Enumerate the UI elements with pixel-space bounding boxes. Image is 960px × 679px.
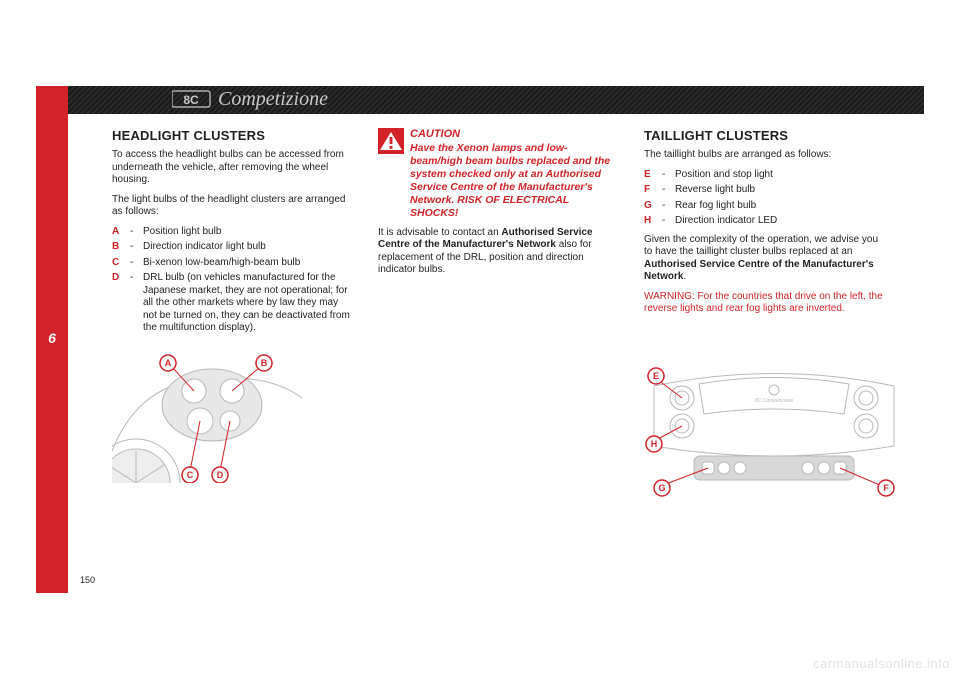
taillight-list: E-Position and stop light F-Reverse ligh… xyxy=(644,169,884,228)
warning-icon xyxy=(378,128,404,154)
columns: HEADLIGHT CLUSTERS To access the headlig… xyxy=(68,114,924,509)
list-item: A-Position light bulb xyxy=(112,226,352,239)
model-logo: 8C Competizione xyxy=(172,88,378,110)
list-text: Position and stop light xyxy=(675,169,884,182)
taillight-title: TAILLIGHT CLUSTERS xyxy=(644,128,884,143)
taillight-figure: 8C Competizione xyxy=(644,356,884,509)
header-strip: 8C Competizione xyxy=(68,86,924,114)
headlight-figure: A B C D xyxy=(112,343,352,486)
callout-g: G xyxy=(658,483,665,493)
caution-body: Have the Xenon lamps and low-beam/high b… xyxy=(410,142,610,220)
column-taillight: TAILLIGHT CLUSTERS The taillight bulbs a… xyxy=(644,128,884,509)
list-text: DRL bulb (on vehicles manufactured for t… xyxy=(143,272,352,335)
caution-block: CAUTION Have the Xenon lamps and low-bea… xyxy=(378,128,618,221)
section-sidebar: 6 xyxy=(36,86,68,593)
list-letter: A xyxy=(112,226,122,239)
column-caution: CAUTION Have the Xenon lamps and low-bea… xyxy=(378,128,618,509)
callout-a: A xyxy=(165,358,172,368)
taillight-p2: Given the complexity of the operation, w… xyxy=(644,234,884,284)
headlight-list: A-Position light bulb B-Direction indica… xyxy=(112,226,352,335)
callout-d: D xyxy=(217,470,224,480)
list-letter: G xyxy=(644,200,654,213)
list-item: C-Bi-xenon low-beam/high-beam bulb xyxy=(112,257,352,270)
watermark: carmanualsonline.info xyxy=(813,656,950,671)
callout-c: C xyxy=(187,470,194,480)
column-headlight: HEADLIGHT CLUSTERS To access the headlig… xyxy=(112,128,352,509)
list-text: Reverse light bulb xyxy=(675,184,884,197)
headlight-title: HEADLIGHT CLUSTERS xyxy=(112,128,352,143)
section-number: 6 xyxy=(36,330,68,346)
list-item: B-Direction indicator light bulb xyxy=(112,241,352,254)
headlight-p1: To access the headlight bulbs can be acc… xyxy=(112,149,352,187)
list-text: Position light bulb xyxy=(143,226,352,239)
list-item: F-Reverse light bulb xyxy=(644,184,884,197)
list-text: Direction indicator LED xyxy=(675,215,884,228)
page: 6 8C Competizione HEADLIGHT CLUSTERS To … xyxy=(36,86,924,593)
callout-b: B xyxy=(261,358,268,368)
list-item: D-DRL bulb (on vehicles manufactured for… xyxy=(112,272,352,335)
logo-8c: 8C xyxy=(183,93,199,107)
headlight-p2: The light bulbs of the headlight cluster… xyxy=(112,194,352,219)
list-text: Rear fog light bulb xyxy=(675,200,884,213)
content-area: 8C Competizione HEADLIGHT CLUSTERS To ac… xyxy=(68,86,924,593)
taillight-p1: The taillight bulbs are arranged as foll… xyxy=(644,149,884,162)
caution-title: CAUTION xyxy=(410,128,618,142)
list-letter: C xyxy=(112,257,122,270)
warning-note: WARNING: For the countries that drive on… xyxy=(644,291,884,316)
list-item: E-Position and stop light xyxy=(644,169,884,182)
callout-h: H xyxy=(651,439,658,449)
list-letter: B xyxy=(112,241,122,254)
list-letter: E xyxy=(644,169,654,182)
page-number: 150 xyxy=(80,575,95,585)
list-item: H-Direction indicator LED xyxy=(644,215,884,228)
list-text: Direction indicator light bulb xyxy=(143,241,352,254)
caution-advice: It is advisable to contact an Authorised… xyxy=(378,227,618,277)
list-letter: F xyxy=(644,184,654,197)
logo-script: Competizione xyxy=(218,88,328,110)
callout-f: F xyxy=(883,483,889,493)
caution-text: CAUTION Have the Xenon lamps and low-bea… xyxy=(410,128,618,221)
list-item: G-Rear fog light bulb xyxy=(644,200,884,213)
list-letter: H xyxy=(644,215,654,228)
list-letter: D xyxy=(112,272,122,335)
list-text: Bi-xenon low-beam/high-beam bulb xyxy=(143,257,352,270)
callout-e: E xyxy=(653,371,659,381)
svg-text:8C Competizione: 8C Competizione xyxy=(755,398,794,404)
